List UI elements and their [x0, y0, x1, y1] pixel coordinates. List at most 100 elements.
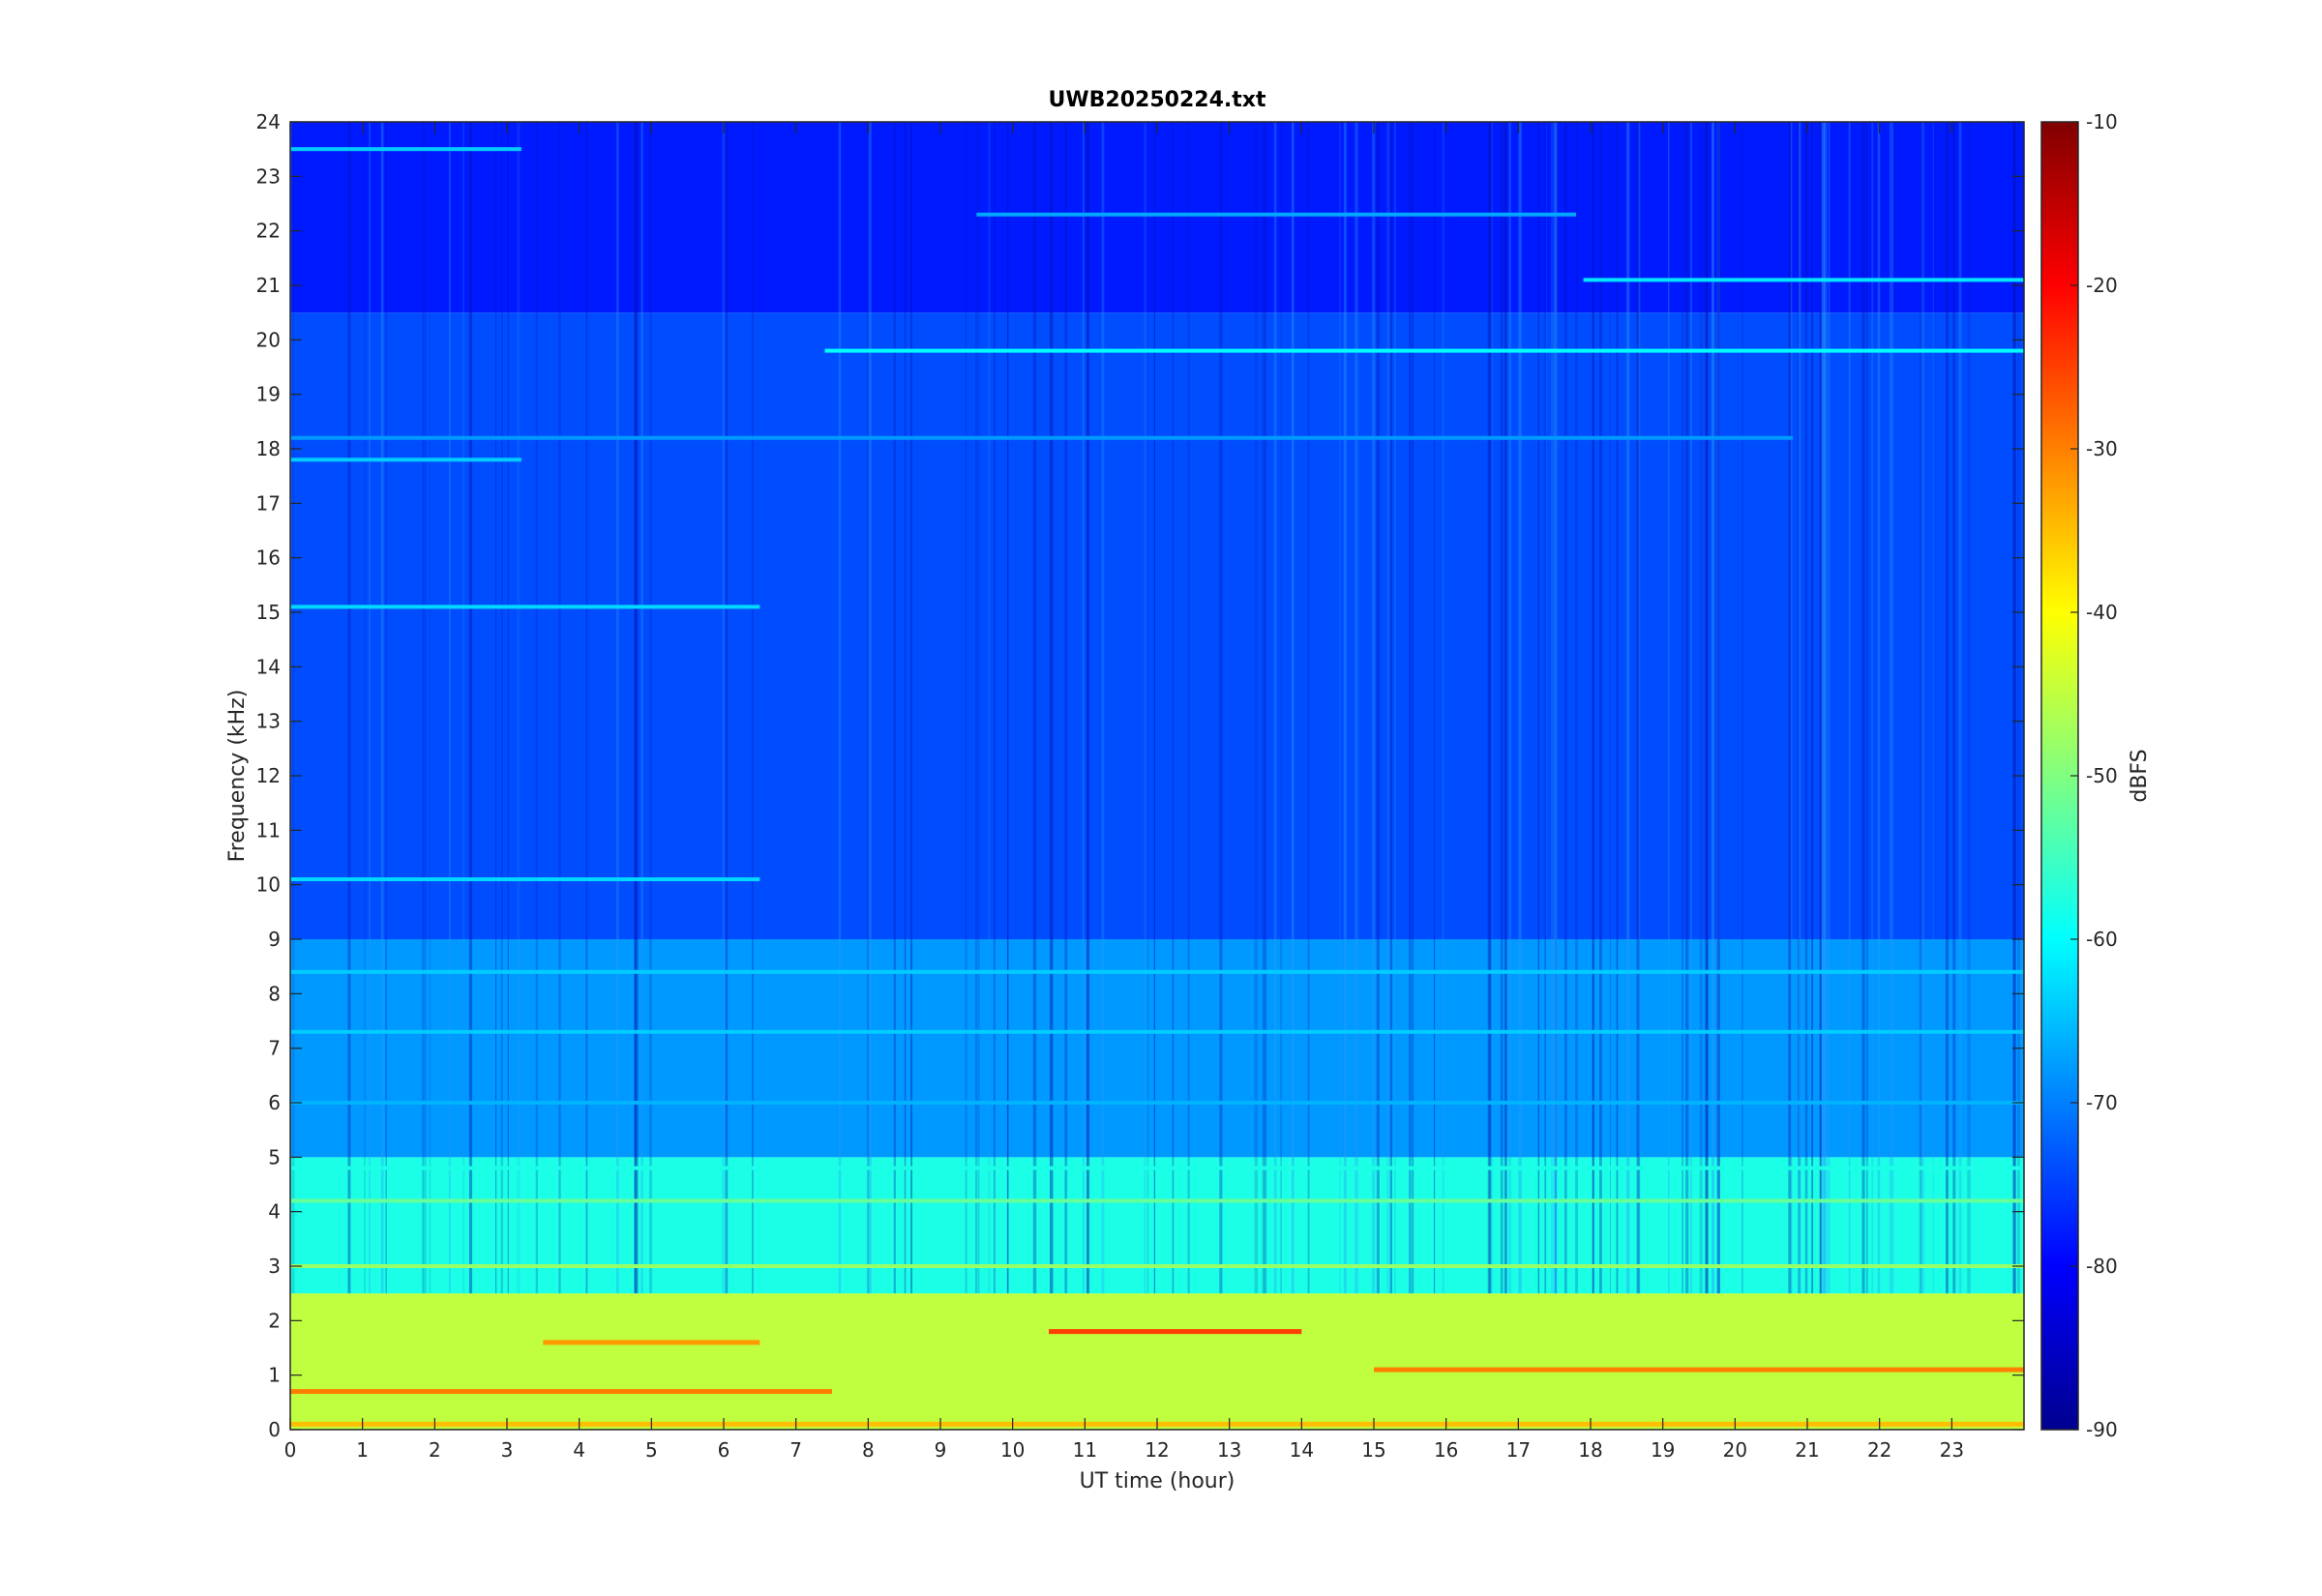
streak [1264, 122, 1267, 1294]
plot-area [290, 122, 2024, 1430]
frequency-band [290, 1166, 2024, 1170]
colorbar-tick-label: -90 [2086, 1418, 2118, 1441]
x-tick-label: 16 [1434, 1438, 1458, 1462]
streak [1705, 122, 1709, 1294]
colorbar-tick-label: -60 [2086, 928, 2118, 951]
streak [1551, 122, 1555, 1294]
x-tick-label: 9 [935, 1438, 947, 1462]
streak [1627, 122, 1630, 1294]
streak [1291, 122, 1295, 1294]
streak [558, 122, 561, 1294]
streak [380, 122, 384, 1294]
streak [1952, 122, 1956, 1294]
y-tick-label: 1 [268, 1364, 281, 1387]
streak [1716, 122, 1720, 1294]
y-tick-label: 8 [268, 982, 281, 1005]
x-tick-label: 15 [1361, 1438, 1385, 1462]
streak [1799, 122, 1801, 1294]
streak [1504, 122, 1507, 1294]
frequency-band [290, 1198, 2024, 1203]
streak [290, 122, 292, 1294]
background-band [290, 312, 2024, 940]
x-tick-label: 4 [573, 1438, 585, 1462]
streak [1798, 122, 1801, 1294]
y-tick-label: 20 [256, 328, 281, 351]
streak [1273, 122, 1277, 1294]
y-tick-label: 22 [256, 220, 281, 243]
chart-title: UWB20250224.txt [1049, 88, 1266, 112]
frequency-band [290, 877, 760, 882]
streak [993, 122, 996, 1294]
streak [1945, 122, 1948, 1294]
streak [1187, 122, 1190, 1294]
y-axis-label: Frequency (kHz) [225, 690, 250, 863]
streak [1507, 122, 1511, 1294]
y-tick-label: 19 [256, 383, 281, 406]
streak [722, 122, 726, 1294]
streak [1932, 122, 1935, 1294]
streak [1172, 122, 1175, 1294]
streak [1790, 122, 1793, 1294]
y-tick-label: 14 [256, 655, 281, 678]
x-tick-label: 12 [1145, 1438, 1169, 1462]
frequency-band [290, 147, 521, 152]
streak [1848, 122, 1851, 1294]
streak [1819, 122, 1822, 1294]
streak [1153, 122, 1156, 1294]
streak [752, 122, 754, 1294]
streak [1032, 122, 1037, 1294]
streak [369, 122, 371, 1294]
streak [987, 122, 991, 1294]
frequency-band [1374, 1367, 2024, 1373]
y-tick-label: 21 [256, 274, 281, 297]
frequency-band [824, 348, 2024, 353]
frequency-band [290, 1029, 2024, 1034]
streak [1487, 122, 1491, 1294]
streak [904, 122, 907, 1294]
streak [1690, 122, 1692, 1294]
streak [1625, 122, 1629, 1294]
x-tick-label: 22 [1867, 1438, 1891, 1462]
streak [507, 122, 509, 1294]
y-tick-label: 16 [256, 547, 281, 570]
streak [1386, 122, 1390, 1294]
streak [1372, 122, 1376, 1294]
colorbar-tick-label: -40 [2086, 601, 2118, 624]
colorbar-ticks: -10 -20 -30 -40 -50 -60 -70 -80 -90 [2070, 110, 2118, 1441]
frequency-band [976, 212, 1577, 217]
colorbar-tick-label: -20 [2086, 274, 2118, 297]
streak [649, 122, 653, 1294]
x-tick-label: 3 [501, 1438, 514, 1462]
streak [1500, 122, 1503, 1294]
streak [1006, 122, 1008, 1294]
colorbar-label: dBFS [2128, 749, 2152, 802]
x-axis-ticks: 0 1 2 3 4 5 6 7 8 9 10 11 12 13 14 15 16 17 18 19 20 21 22 23 [284, 122, 1964, 1462]
streak [500, 122, 503, 1294]
x-tick-label: 1 [356, 1438, 369, 1462]
x-tick-label: 0 [284, 1438, 297, 1462]
streak [462, 122, 465, 1294]
background-band [290, 1157, 2024, 1294]
x-tick-label: 13 [1217, 1438, 1241, 1462]
streak [1706, 122, 1709, 1294]
streak [974, 122, 978, 1294]
streak [1219, 122, 1223, 1294]
streak [640, 122, 642, 1294]
streak [1592, 122, 1594, 1294]
streak [1788, 122, 1792, 1294]
frequency-band [290, 969, 2024, 974]
y-tick-label: 11 [256, 818, 281, 842]
frequency-band [1583, 278, 2024, 282]
streak [1394, 122, 1396, 1294]
x-tick-label: 23 [1940, 1438, 1964, 1462]
streak [1083, 122, 1085, 1294]
streak [1819, 122, 1822, 1294]
streak [1824, 122, 1828, 1294]
streak [1050, 122, 1054, 1294]
streak [1537, 122, 1540, 1294]
streak [1488, 122, 1492, 1294]
streak [1086, 122, 1088, 1294]
streak [1699, 122, 1703, 1294]
streak [1716, 122, 1720, 1294]
